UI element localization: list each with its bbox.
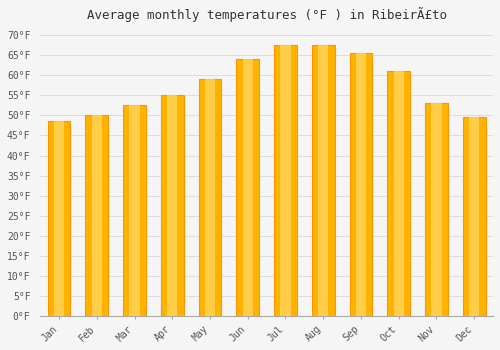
Bar bbox=[356, 53, 366, 316]
Bar bbox=[92, 116, 102, 316]
Title: Average monthly temperatures (°F ) in RibeirÃ£to: Average monthly temperatures (°F ) in Ri… bbox=[86, 7, 446, 22]
Bar bbox=[198, 79, 222, 316]
Bar bbox=[242, 59, 253, 316]
Bar bbox=[318, 45, 328, 316]
Bar bbox=[394, 71, 404, 316]
Bar bbox=[463, 118, 485, 316]
Bar bbox=[388, 71, 410, 316]
Bar bbox=[312, 45, 334, 316]
Bar bbox=[167, 96, 177, 316]
Bar bbox=[123, 105, 146, 316]
Bar bbox=[280, 45, 290, 316]
Bar bbox=[432, 103, 442, 316]
Bar bbox=[274, 45, 297, 316]
Bar bbox=[161, 96, 184, 316]
Bar bbox=[130, 105, 140, 316]
Bar bbox=[469, 118, 480, 316]
Bar bbox=[350, 53, 372, 316]
Bar bbox=[86, 116, 108, 316]
Bar bbox=[236, 59, 259, 316]
Bar bbox=[48, 121, 70, 316]
Bar bbox=[205, 79, 215, 316]
Bar bbox=[54, 121, 64, 316]
Bar bbox=[425, 103, 448, 316]
